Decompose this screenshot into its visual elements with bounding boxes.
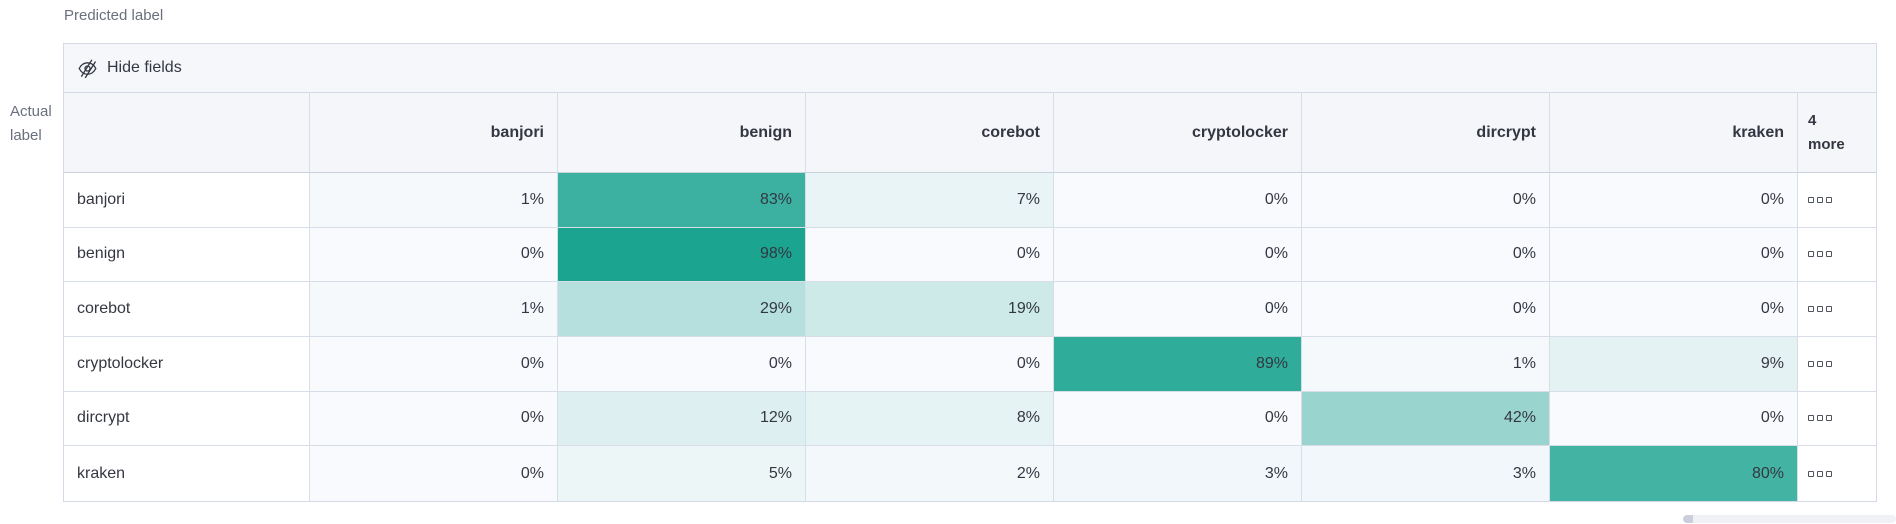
matrix-cell-kraken[interactable]: 3% — [1302, 446, 1550, 501]
hide-fields-button[interactable]: Hide fields — [78, 59, 182, 78]
box-glyph — [1817, 415, 1823, 422]
matrix-cell-benign[interactable]: 98% — [558, 227, 806, 283]
matrix-cell-kraken[interactable]: 80% — [1550, 446, 1798, 501]
matrix-cell-kraken[interactable]: 3% — [1054, 446, 1302, 501]
row-actions-cell[interactable] — [1798, 227, 1876, 283]
matrix-cell-cryptolocker[interactable]: 0% — [806, 336, 1054, 392]
box-glyph — [1817, 306, 1823, 313]
scrollbar-thumb[interactable] — [1683, 515, 1693, 523]
column-header-more[interactable]: 4 more — [1798, 93, 1876, 173]
column-header-dircrypt[interactable]: dircrypt — [1302, 93, 1550, 173]
column-header-cryptolocker[interactable]: cryptolocker — [1054, 93, 1302, 173]
box-glyph — [1808, 360, 1814, 367]
matrix-cell-banjori[interactable]: 1% — [310, 173, 558, 228]
boxes-horizontal-icon — [1808, 306, 1832, 313]
matrix-cell-kraken[interactable]: 0% — [310, 446, 558, 501]
matrix-cell-banjori[interactable]: 83% — [558, 173, 806, 228]
matrix-cell-corebot[interactable]: 19% — [806, 282, 1054, 337]
matrix-cell-cryptolocker[interactable]: 0% — [310, 336, 558, 392]
box-glyph — [1808, 470, 1814, 477]
matrix-cell-cryptolocker[interactable]: 89% — [1054, 336, 1302, 392]
box-glyph — [1826, 360, 1832, 367]
grid-toolbar: Hide fields — [64, 44, 1876, 93]
matrix-cell-dircrypt[interactable]: 0% — [1550, 391, 1798, 447]
actual-label: Actual label — [10, 100, 52, 148]
matrix-cell-benign[interactable]: 0% — [1054, 227, 1302, 283]
box-glyph — [1826, 470, 1832, 477]
column-header-corebot[interactable]: corebot — [806, 93, 1054, 173]
matrix-cell-benign[interactable]: 0% — [1302, 227, 1550, 283]
boxes-horizontal-icon — [1808, 415, 1832, 422]
row-header-kraken[interactable]: kraken — [64, 446, 310, 501]
matrix-cell-corebot[interactable]: 0% — [1054, 282, 1302, 337]
row-header-corebot[interactable]: corebot — [64, 282, 310, 337]
box-glyph — [1826, 415, 1832, 422]
matrix-cell-corebot[interactable]: 0% — [1302, 282, 1550, 337]
boxes-horizontal-icon — [1808, 196, 1832, 203]
matrix-cell-dircrypt[interactable]: 42% — [1302, 391, 1550, 447]
matrix-cell-dircrypt[interactable]: 12% — [558, 391, 806, 447]
horizontal-scrollbar[interactable] — [1683, 515, 1896, 523]
matrix-cell-corebot[interactable]: 29% — [558, 282, 806, 337]
box-glyph — [1808, 306, 1814, 313]
matrix-cell-benign[interactable]: 0% — [1550, 227, 1798, 283]
corner-header-cell — [64, 93, 310, 173]
matrix-cell-benign[interactable]: 0% — [806, 227, 1054, 283]
matrix-cell-cryptolocker[interactable]: 0% — [558, 336, 806, 392]
row-actions-cell[interactable] — [1798, 446, 1876, 501]
row-actions-cell[interactable] — [1798, 336, 1876, 392]
hide-fields-label: Hide fields — [107, 59, 182, 76]
matrix-cell-corebot[interactable]: 1% — [310, 282, 558, 337]
box-glyph — [1817, 251, 1823, 258]
eye-closed-icon — [78, 59, 97, 78]
data-grid: Hide fields banjori benign corebot cryptolo… — [63, 43, 1877, 502]
box-glyph — [1808, 251, 1814, 258]
box-glyph — [1817, 360, 1823, 367]
box-glyph — [1808, 415, 1814, 422]
more-header-count: 4 — [1808, 112, 1817, 130]
matrix-cell-kraken[interactable]: 5% — [558, 446, 806, 501]
matrix-cell-banjori[interactable]: 0% — [1302, 173, 1550, 228]
matrix-cell-banjori[interactable]: 0% — [1054, 173, 1302, 228]
matrix-cell-benign[interactable]: 0% — [310, 227, 558, 283]
boxes-horizontal-icon — [1808, 251, 1832, 258]
row-actions-cell[interactable] — [1798, 282, 1876, 337]
actual-label-line1: Actual — [10, 103, 52, 120]
row-header-cryptolocker[interactable]: cryptolocker — [64, 336, 310, 392]
more-header-word: more — [1808, 135, 1845, 153]
actual-label-line2: label — [10, 127, 42, 144]
column-header-banjori[interactable]: banjori — [310, 93, 558, 173]
matrix-cell-banjori[interactable]: 7% — [806, 173, 1054, 228]
matrix-cell-corebot[interactable]: 0% — [1550, 282, 1798, 337]
row-header-dircrypt[interactable]: dircrypt — [64, 391, 310, 447]
box-glyph — [1826, 251, 1832, 258]
matrix-cell-dircrypt[interactable]: 0% — [1054, 391, 1302, 447]
matrix-cell-cryptolocker[interactable]: 1% — [1302, 336, 1550, 392]
box-glyph — [1817, 470, 1823, 477]
matrix-cell-dircrypt[interactable]: 8% — [806, 391, 1054, 447]
column-header-kraken[interactable]: kraken — [1550, 93, 1798, 173]
row-header-banjori[interactable]: banjori — [64, 173, 310, 228]
matrix-cell-kraken[interactable]: 2% — [806, 446, 1054, 501]
matrix-cell-banjori[interactable]: 0% — [1550, 173, 1798, 228]
box-glyph — [1817, 196, 1823, 203]
box-glyph — [1826, 196, 1832, 203]
matrix-cell-dircrypt[interactable]: 0% — [310, 391, 558, 447]
predicted-label: Predicted label — [64, 7, 164, 24]
row-actions-cell[interactable] — [1798, 391, 1876, 447]
matrix-cell-cryptolocker[interactable]: 9% — [1550, 336, 1798, 392]
box-glyph — [1826, 306, 1832, 313]
row-header-benign[interactable]: benign — [64, 227, 310, 283]
box-glyph — [1808, 196, 1814, 203]
boxes-horizontal-icon — [1808, 360, 1832, 367]
column-header-benign[interactable]: benign — [558, 93, 806, 173]
row-actions-cell[interactable] — [1798, 173, 1876, 228]
boxes-horizontal-icon — [1808, 470, 1832, 477]
confusion-matrix-grid: banjori benign corebot cryptolocker dircrypt… — [64, 93, 1876, 501]
